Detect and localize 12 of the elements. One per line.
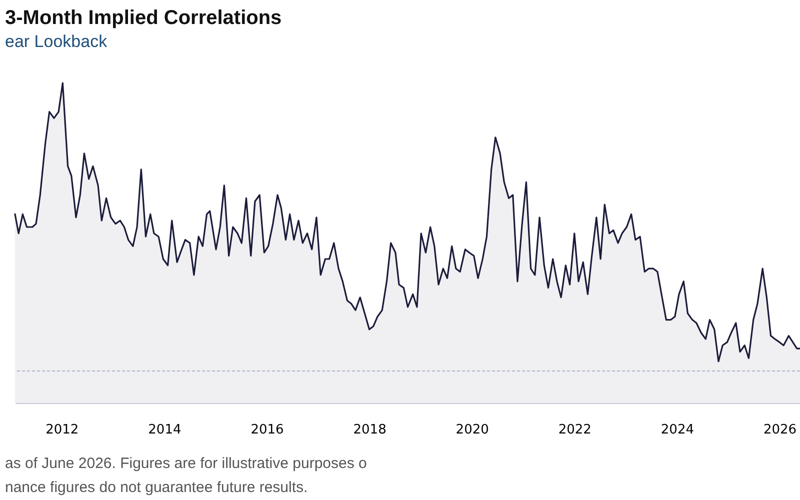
chart-subtitle: ear Lookback [5, 32, 108, 52]
x-tick-label: 2016 [250, 422, 284, 438]
x-tick-label: 2020 [456, 422, 489, 438]
x-tick-label: 2024 [660, 422, 694, 438]
text: nance figures do not guarantee future results. [5, 479, 308, 496]
x-tick-label: 2026 [763, 422, 797, 438]
x-tick-label: 2012 [46, 422, 79, 438]
x-tick-label: 2014 [148, 422, 182, 438]
text: as of June 2026. Figures are for illustrative purposes o [5, 455, 367, 472]
x-tick-label: 2022 [558, 422, 592, 438]
x-tick-label: 2018 [353, 422, 386, 438]
chart-title: 3-Month Implied Correlations [5, 7, 282, 30]
